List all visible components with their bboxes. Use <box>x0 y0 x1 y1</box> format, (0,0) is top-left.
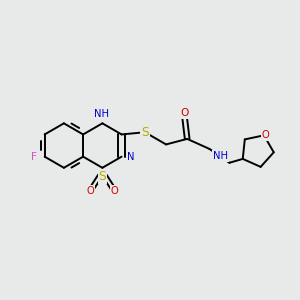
Text: F: F <box>31 152 37 162</box>
Text: O: O <box>180 108 189 118</box>
Text: NH: NH <box>94 110 109 119</box>
Text: S: S <box>99 170 106 183</box>
Text: NH: NH <box>213 151 228 161</box>
Text: N: N <box>127 152 135 162</box>
Text: O: O <box>262 130 269 140</box>
Text: S: S <box>141 126 149 139</box>
Text: O: O <box>111 186 119 196</box>
Text: O: O <box>86 186 94 196</box>
